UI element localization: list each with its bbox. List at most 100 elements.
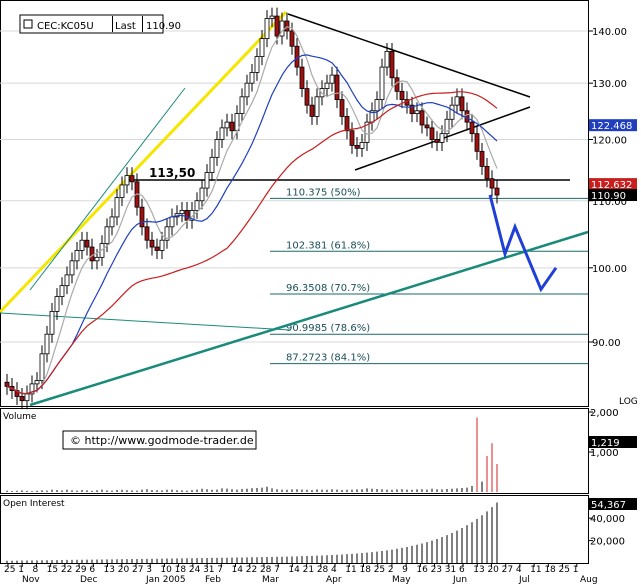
price-badge-bg-1 xyxy=(589,178,637,191)
candle-body-53 xyxy=(269,15,275,19)
candle-body-43 xyxy=(219,127,225,140)
time-axis: 25 1 8 15 22 29 6 13 20 27 3 10 18 24 31 7 14 22 28 7 14 21 28… xyxy=(4,563,598,584)
candle-61 xyxy=(309,96,315,125)
moving-average-1 xyxy=(6,54,498,395)
candle-body-51 xyxy=(259,38,265,57)
projection-line xyxy=(488,194,558,293)
candle-body-24 xyxy=(124,175,130,186)
candle-body-13 xyxy=(69,260,75,276)
month-label-8: Jul xyxy=(518,575,530,584)
day-label-22: 28 xyxy=(317,565,329,575)
candle-68 xyxy=(344,108,350,140)
candle-body-60 xyxy=(304,88,310,106)
candle-40 xyxy=(204,164,210,197)
candle-body-95 xyxy=(479,150,485,167)
candle-13 xyxy=(69,252,75,284)
day-label-21: 21 xyxy=(303,565,314,575)
candle-64 xyxy=(324,74,330,98)
candle-47 xyxy=(239,88,245,123)
fib-label-0: 110.375 (50%) xyxy=(286,187,361,198)
candle-body-42 xyxy=(214,139,220,158)
day-label-16: 14 xyxy=(232,565,244,575)
moving-averages xyxy=(6,26,498,395)
candle-body-68 xyxy=(344,116,350,132)
candle-body-12 xyxy=(64,274,70,287)
day-label-11: 10 xyxy=(160,565,172,575)
candle-38 xyxy=(194,192,200,219)
month-label-0: Nov xyxy=(22,575,40,584)
upper-trendline xyxy=(0,10,288,314)
candle-body-74 xyxy=(374,99,380,112)
candle-9 xyxy=(49,302,55,343)
volume-tick-label-1: 1,000 xyxy=(590,448,619,459)
candle-12 xyxy=(64,266,70,295)
day-label-35: 27 xyxy=(502,565,513,575)
day-label-3: 15 xyxy=(47,565,58,575)
price-tick-label-1: 130.00 xyxy=(592,79,627,90)
candle-85 xyxy=(429,119,435,149)
month-label-6: May xyxy=(392,575,411,584)
candle-body-48 xyxy=(244,82,250,98)
candle-75 xyxy=(379,58,385,109)
candle-body-17 xyxy=(89,246,95,262)
day-label-6: 6 xyxy=(89,565,95,575)
candle-93 xyxy=(469,113,475,143)
day-label-2: 8 xyxy=(32,565,38,575)
volume-badge-bg xyxy=(589,436,637,448)
day-label-34: 20 xyxy=(487,565,499,575)
price-badge-label-0: 122.468 xyxy=(591,121,632,132)
triangle-top xyxy=(287,13,531,98)
candle-81 xyxy=(409,96,415,123)
candle-43 xyxy=(219,119,225,149)
candle-body-27 xyxy=(139,206,145,228)
price-badge-bg-0 xyxy=(589,119,637,132)
month-label-5: Apr xyxy=(326,575,342,584)
month-label-9: Aug xyxy=(580,575,598,584)
day-label-26: 25 xyxy=(374,565,385,575)
candle-body-30 xyxy=(154,246,160,251)
candle-body-18 xyxy=(94,256,100,262)
candle-body-79 xyxy=(399,90,405,100)
candle-body-88 xyxy=(444,118,450,135)
fib-label-2: 96.3508 (70.7%) xyxy=(286,283,370,294)
candle-body-82 xyxy=(414,110,420,114)
candle-16 xyxy=(84,231,90,256)
support-line-label: 113,50 xyxy=(149,166,195,180)
day-label-15: 7 xyxy=(217,565,223,575)
candle-86 xyxy=(434,131,440,151)
candle-body-87 xyxy=(439,133,445,143)
day-label-37: 11 xyxy=(530,565,541,575)
price-panel-frame xyxy=(0,0,589,407)
candle-body-33 xyxy=(169,216,175,228)
day-label-18: 28 xyxy=(260,565,272,575)
candle-body-14 xyxy=(74,250,80,262)
candle-body-45 xyxy=(229,121,235,132)
price-badge-label-2: 110.90 xyxy=(591,191,626,202)
candle-98 xyxy=(494,179,500,204)
candle-52 xyxy=(264,10,270,48)
candle-24 xyxy=(124,167,130,194)
candle-body-4 xyxy=(24,393,30,402)
month-label-7: Jun xyxy=(452,575,467,584)
fibonacci-levels: 110.375 (50%) 102.381 (61.8%) 96.3508 (70.… xyxy=(270,187,588,365)
candle-21 xyxy=(109,208,115,236)
candle-body-96 xyxy=(484,166,490,180)
candle-0 xyxy=(4,373,10,395)
candle-body-40 xyxy=(204,172,210,189)
candle-body-94 xyxy=(474,133,480,152)
symbol-text: CEC:KC05U xyxy=(37,21,94,32)
candle-66 xyxy=(334,66,340,109)
candle-body-44 xyxy=(224,121,230,129)
candle-22 xyxy=(114,189,120,226)
day-label-12: 18 xyxy=(175,565,187,575)
moving-average-0 xyxy=(6,26,498,395)
candle-39 xyxy=(199,179,205,210)
candle-body-36 xyxy=(184,210,190,221)
day-label-27: 2 xyxy=(388,565,394,575)
last-value: 110.90 xyxy=(146,21,181,32)
candle-5 xyxy=(29,375,35,403)
candle-42 xyxy=(214,131,220,166)
candle-body-11 xyxy=(59,285,65,297)
candle-35 xyxy=(179,202,185,223)
month-label-2: Jan 2005 xyxy=(145,575,186,584)
